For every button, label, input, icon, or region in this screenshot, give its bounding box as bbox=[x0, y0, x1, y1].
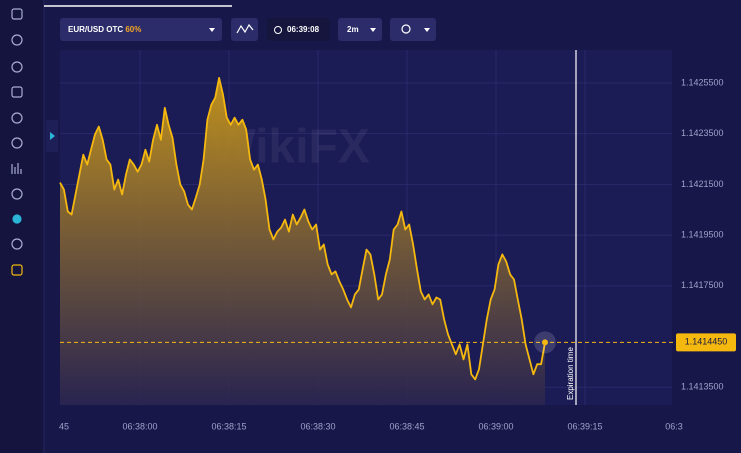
icon[interactable] bbox=[11, 112, 23, 124]
x-tick-label: 06:38:45 bbox=[389, 421, 424, 431]
icon[interactable] bbox=[11, 8, 23, 20]
sidebar-icons bbox=[11, 8, 23, 276]
icon[interactable] bbox=[12, 214, 22, 224]
current-price-box bbox=[676, 333, 736, 352]
timer: 06:39:08 bbox=[287, 25, 320, 34]
asset-select[interactable] bbox=[60, 18, 222, 41]
x-tick-label: 06:38:15 bbox=[211, 421, 246, 431]
current-price-label: 1.1414450 bbox=[685, 337, 728, 347]
icon[interactable] bbox=[11, 34, 23, 46]
timer-box bbox=[267, 18, 330, 41]
x-tick-label: 06:39:00 bbox=[478, 421, 513, 431]
icon[interactable] bbox=[11, 137, 23, 149]
chart-type-button[interactable] bbox=[231, 18, 258, 41]
axes: 1.1425500 1.1423500 1.1421500 1.1419500 1.14… bbox=[59, 77, 736, 431]
x-tick-label: 06:39:15 bbox=[567, 421, 602, 431]
payout: 60% bbox=[125, 25, 141, 34]
current-point bbox=[542, 339, 548, 346]
price-line bbox=[59, 77, 546, 381]
settings-icon bbox=[401, 24, 411, 34]
chart-type-icon bbox=[236, 23, 254, 34]
timeframe-select[interactable] bbox=[338, 18, 382, 41]
y-tick-label: 1.1421500 bbox=[681, 179, 724, 189]
x-tick-label: 06:38:30 bbox=[300, 421, 335, 431]
caret bbox=[424, 28, 430, 32]
icon[interactable] bbox=[11, 238, 23, 250]
icon[interactable] bbox=[11, 188, 23, 200]
sidebar bbox=[0, 0, 44, 453]
asset-name: EUR/USD OTC 60% bbox=[68, 25, 141, 34]
y-tick-label: 1.1417500 bbox=[681, 280, 724, 290]
timer-icon bbox=[274, 26, 282, 34]
y-tick-label: 1.1419500 bbox=[681, 229, 724, 239]
x-tick-label: 06:38:00 bbox=[122, 421, 157, 431]
area bbox=[60, 77, 545, 406]
y-tick-label: 1.1413500 bbox=[681, 382, 724, 392]
caret bbox=[370, 28, 376, 32]
x-tick-label: 45 bbox=[59, 421, 69, 431]
x-tick-label: 06:3 bbox=[665, 421, 683, 431]
y-tick-label: 1.1423500 bbox=[681, 128, 724, 138]
timeframe: 2m bbox=[347, 25, 359, 34]
settings-button[interactable] bbox=[390, 18, 436, 41]
caret bbox=[209, 28, 215, 32]
icon[interactable] bbox=[11, 86, 23, 98]
plot bbox=[59, 77, 676, 406]
toggle-arrow bbox=[50, 132, 55, 140]
y-tick-label: 1.1425500 bbox=[681, 77, 724, 87]
icon[interactable] bbox=[11, 264, 23, 276]
icon[interactable] bbox=[11, 163, 22, 174]
expiration-label: Expiration time bbox=[566, 347, 575, 400]
asset: EUR/USD OTC bbox=[68, 25, 123, 34]
icon[interactable] bbox=[11, 61, 23, 73]
